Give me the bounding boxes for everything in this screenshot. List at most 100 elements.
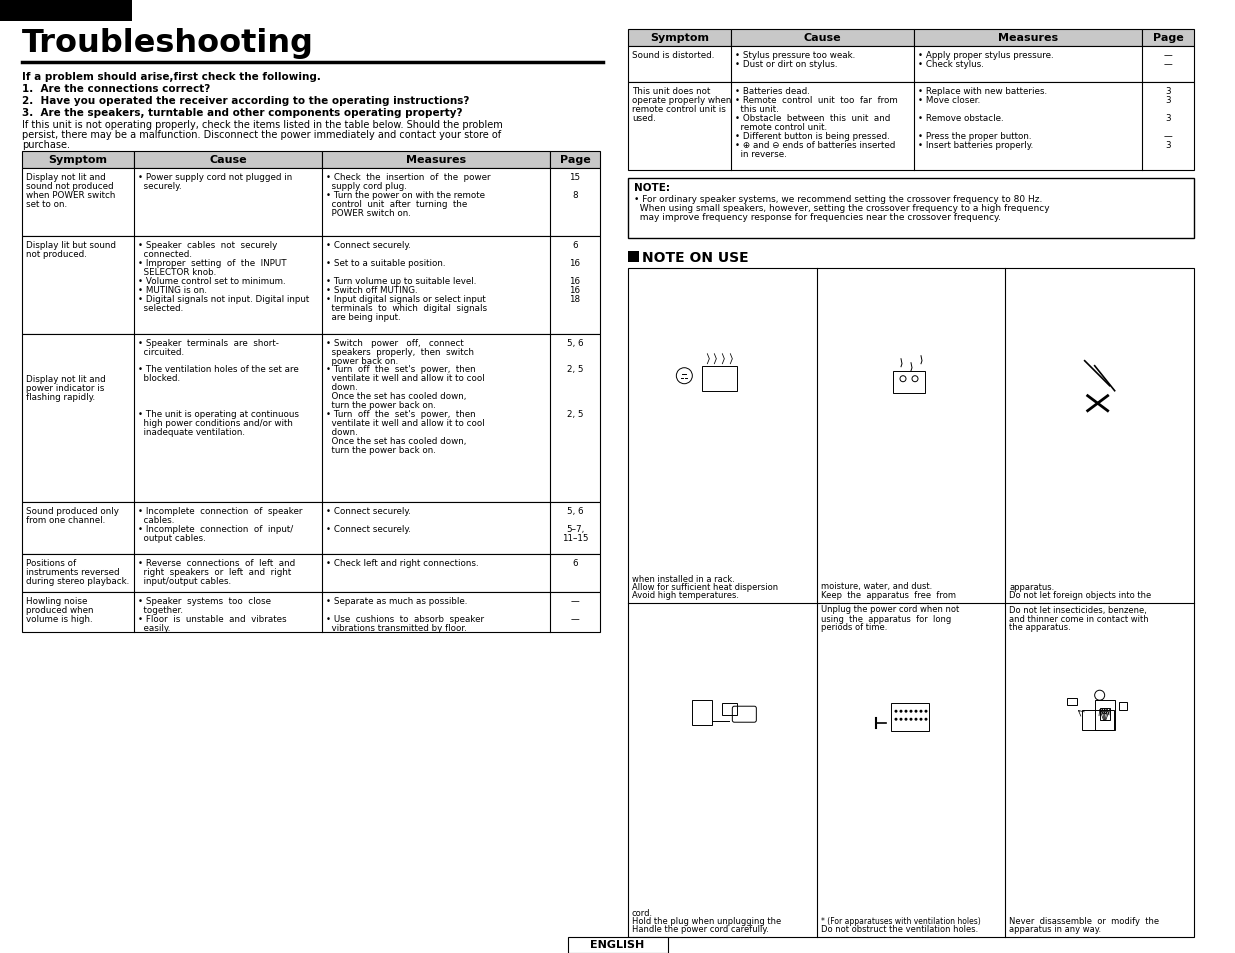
Text: down.: down. <box>326 428 358 436</box>
Text: • Obstacle  between  this  unit  and: • Obstacle between this unit and <box>735 113 890 123</box>
Bar <box>22 152 135 169</box>
Text: Never  disassemble  or  modify  the: Never disassemble or modify the <box>1009 916 1160 925</box>
Circle shape <box>904 710 908 713</box>
Bar <box>1099 708 1110 720</box>
Text: • Turn volume up to suitable level.: • Turn volume up to suitable level. <box>326 276 477 286</box>
Text: power indicator is: power indicator is <box>26 384 105 393</box>
Text: 3.  Are the speakers, turntable and other components operating property?: 3. Are the speakers, turntable and other… <box>22 108 462 118</box>
Text: Sound produced only: Sound produced only <box>26 506 119 516</box>
Bar <box>890 703 929 732</box>
Bar <box>22 169 600 236</box>
Text: • Input digital signals or select input: • Input digital signals or select input <box>326 294 485 304</box>
Text: 6: 6 <box>572 241 578 250</box>
Text: • Connect securely.: • Connect securely. <box>326 241 411 250</box>
Text: • Use  cushions  to  absorb  speaker: • Use cushions to absorb speaker <box>326 615 484 623</box>
Text: 16: 16 <box>569 286 580 294</box>
Text: control  unit  after  turning  the: control unit after turning the <box>326 200 467 209</box>
Text: • Volume control set to minimum.: • Volume control set to minimum. <box>138 276 285 286</box>
Bar <box>322 152 550 169</box>
Text: in reverse.: in reverse. <box>735 150 787 159</box>
Text: apparatus.: apparatus. <box>1009 582 1055 591</box>
Circle shape <box>920 718 923 721</box>
Text: • Power supply cord not plugged in: • Power supply cord not plugged in <box>138 172 293 182</box>
Text: • Improper  setting  of  the  INPUT: • Improper setting of the INPUT <box>138 258 287 268</box>
Bar <box>731 30 914 47</box>
Text: speakers  properly,  then  switch: speakers properly, then switch <box>326 348 474 356</box>
Text: • The unit is operating at continuous: • The unit is operating at continuous <box>138 410 299 418</box>
Text: • Apply proper stylus pressure.: • Apply proper stylus pressure. <box>918 51 1053 60</box>
Bar <box>22 593 600 633</box>
Circle shape <box>925 718 927 721</box>
Text: purchase.: purchase. <box>22 140 70 150</box>
Bar <box>135 152 322 169</box>
Text: right  speakers  or  left  and  right: right speakers or left and right <box>138 567 291 577</box>
Bar <box>0 0 132 22</box>
Text: easily.: easily. <box>138 623 170 633</box>
Circle shape <box>894 718 898 721</box>
Text: POWER switch on.: POWER switch on. <box>326 209 411 218</box>
Text: —: — <box>1163 132 1172 141</box>
Text: Positions of: Positions of <box>26 558 77 567</box>
Text: remote control unit.: remote control unit. <box>735 123 827 132</box>
Text: Display not lit and: Display not lit and <box>26 172 106 182</box>
Text: during stereo playback.: during stereo playback. <box>26 577 130 585</box>
Text: 6: 6 <box>572 558 578 567</box>
Bar <box>22 236 600 335</box>
Text: terminals  to  which  digital  signals: terminals to which digital signals <box>326 304 487 313</box>
Text: 18: 18 <box>569 294 580 304</box>
Text: Troubleshooting: Troubleshooting <box>22 28 314 59</box>
Text: securely.: securely. <box>138 182 182 191</box>
Text: 8: 8 <box>572 191 578 200</box>
Text: supply cord plug.: supply cord plug. <box>326 182 406 191</box>
Text: used.: used. <box>632 113 656 123</box>
Text: • ⊕ and ⊖ ends of batteries inserted: • ⊕ and ⊖ ends of batteries inserted <box>735 141 895 150</box>
Text: * (For apparatuses with ventilation holes): * (For apparatuses with ventilation hole… <box>821 916 981 925</box>
Text: • Remote  control  unit  too  far  from: • Remote control unit too far from <box>735 96 898 105</box>
Text: 16: 16 <box>569 276 580 286</box>
Text: —: — <box>571 597 579 605</box>
Text: • Turn the power on with the remote: • Turn the power on with the remote <box>326 191 485 200</box>
Text: If this unit is not operating properly, check the items listed in the table belo: If this unit is not operating properly, … <box>22 120 503 130</box>
Text: • Connect securely.: • Connect securely. <box>326 524 411 534</box>
Text: blocked.: blocked. <box>138 374 180 382</box>
Text: • Switch   power   off,   connect: • Switch power off, connect <box>326 338 464 348</box>
Bar <box>629 269 1194 937</box>
Text: vibrations transmitted by floor.: vibrations transmitted by floor. <box>326 623 467 633</box>
Text: using  the  apparatus  for  long: using the apparatus for long <box>821 614 951 623</box>
Text: ventilate it well and allow it to cool: ventilate it well and allow it to cool <box>326 374 485 382</box>
Bar <box>629 47 1194 83</box>
Text: When using small speakers, however, setting the crossover frequency to a high fr: When using small speakers, however, sett… <box>634 204 1050 213</box>
Text: • Batteries dead.: • Batteries dead. <box>735 87 810 96</box>
Bar <box>22 502 600 555</box>
Bar <box>1142 30 1194 47</box>
Text: 1.  Are the connections correct?: 1. Are the connections correct? <box>22 84 210 94</box>
Circle shape <box>914 710 918 713</box>
Text: • Press the proper button.: • Press the proper button. <box>918 132 1031 141</box>
Text: • Separate as much as possible.: • Separate as much as possible. <box>326 597 467 605</box>
Text: NOTE ON USE: NOTE ON USE <box>642 251 748 265</box>
Text: • For ordinary speaker systems, we recommend setting the crossover frequency to : • For ordinary speaker systems, we recom… <box>634 194 1042 204</box>
Text: • Incomplete  connection  of  input/: • Incomplete connection of input/ <box>138 524 293 534</box>
Text: • Turn  off  the  set's  power,  then: • Turn off the set's power, then <box>326 365 475 374</box>
Text: —: — <box>571 615 579 623</box>
Text: 5–7,: 5–7, <box>566 524 584 534</box>
Text: persist, there may be a malfunction. Disconnect the power immediately and contac: persist, there may be a malfunction. Dis… <box>22 130 501 140</box>
Text: Cause: Cause <box>804 33 841 43</box>
Text: • MUTING is on.: • MUTING is on. <box>138 286 207 294</box>
Bar <box>22 555 600 593</box>
Text: Unplug the power cord when not: Unplug the power cord when not <box>821 605 958 614</box>
Circle shape <box>920 710 923 713</box>
Text: • Move closer.: • Move closer. <box>918 96 981 105</box>
Text: 15: 15 <box>569 172 580 182</box>
Text: set to on.: set to on. <box>26 200 67 209</box>
Text: • Replace with new batteries.: • Replace with new batteries. <box>918 87 1047 96</box>
Text: If a problem should arise,first check the following.: If a problem should arise,first check th… <box>22 71 321 82</box>
Text: Once the set has cooled down,: Once the set has cooled down, <box>326 436 467 446</box>
Text: 2, 5: 2, 5 <box>567 410 583 418</box>
Text: Howling noise: Howling noise <box>26 597 88 605</box>
Text: • Check left and right connections.: • Check left and right connections. <box>326 558 479 567</box>
Text: 2, 5: 2, 5 <box>567 365 583 374</box>
Text: input/output cables.: input/output cables. <box>138 577 231 585</box>
Text: and thinner come in contact with: and thinner come in contact with <box>1009 614 1149 623</box>
Text: connected.: connected. <box>138 250 191 258</box>
